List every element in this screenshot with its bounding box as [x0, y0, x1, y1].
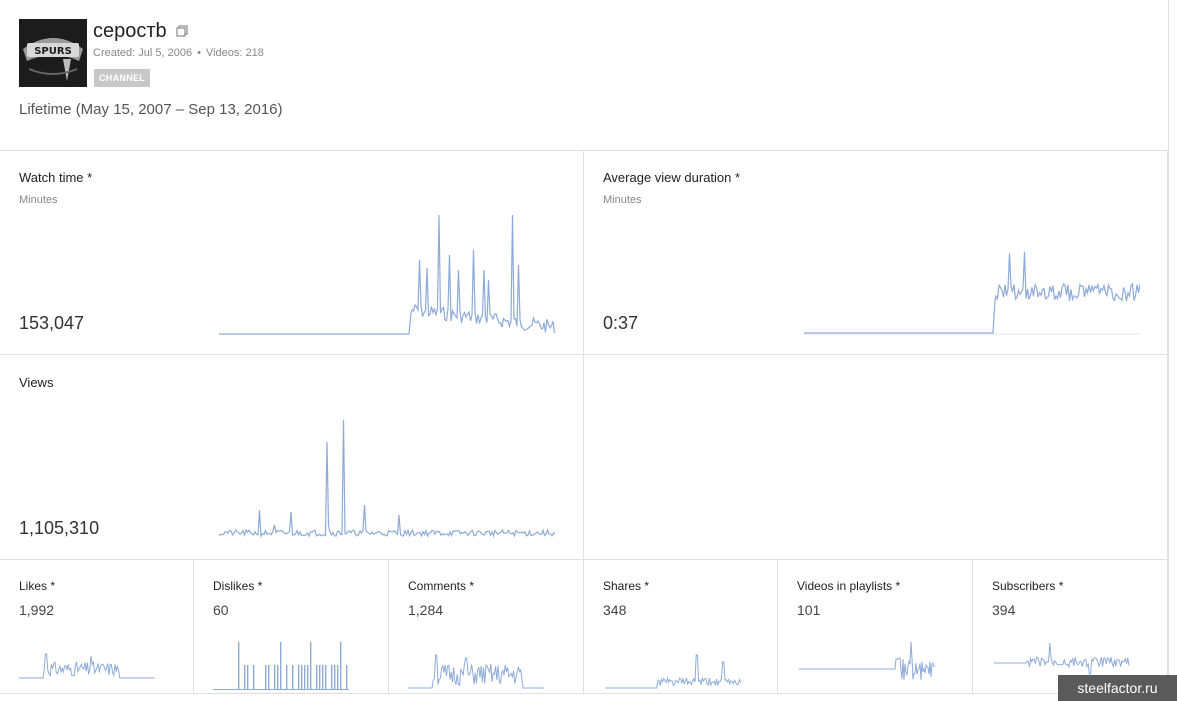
likes-line — [19, 653, 155, 679]
likes-title: Likes * — [19, 579, 56, 593]
subscribers-value: 394 — [992, 602, 1016, 618]
avg-view-duration-sparkline — [804, 252, 1140, 335]
empty-panel — [584, 355, 1168, 560]
logo-text: SPURS — [34, 46, 72, 57]
dislikes-bar — [247, 665, 249, 690]
likes-sparkline — [19, 653, 155, 679]
dislikes-bar — [286, 665, 288, 690]
shares-card[interactable]: Shares * 348 — [584, 560, 778, 694]
shares-sparkline — [605, 654, 742, 689]
videos-in-playlists-value: 101 — [797, 602, 821, 618]
dislikes-bar — [265, 665, 267, 690]
avg-view-duration-title: Average view duration * — [603, 170, 741, 185]
spurs-logo-icon: SPURS — [19, 19, 87, 87]
dislikes-bar — [238, 642, 240, 690]
avg-view-duration-card[interactable]: Average view duration * Minutes 0:37 — [584, 150, 1168, 355]
views-card[interactable]: Views 1,105,310 — [0, 355, 584, 560]
views-value: 1,105,310 — [19, 518, 100, 538]
avg-view-duration-value: 0:37 — [603, 313, 639, 333]
subscribers-title: Subscribers * — [992, 579, 1064, 593]
watch-time-card[interactable]: Watch time * Minutes 153,047 — [0, 150, 584, 355]
likes-card[interactable]: Likes * 1,992 — [0, 560, 194, 694]
videos-in-playlists-line — [799, 641, 936, 680]
dislikes-sparkline — [213, 642, 349, 690]
right-border — [1168, 0, 1169, 701]
channel-meta: Created: Jul 5, 2006 • Videos: 218 — [93, 47, 264, 59]
comments-value: 1,284 — [408, 602, 444, 618]
avg-view-duration-line — [804, 252, 1140, 334]
subscribers-line — [994, 642, 1130, 675]
subscribers-card[interactable]: Subscribers * 394 — [973, 560, 1168, 694]
dislikes-bar — [274, 665, 276, 690]
views-sparkline — [219, 419, 555, 538]
dislikes-bar — [337, 665, 339, 690]
likes-value: 1,992 — [19, 602, 55, 618]
dislikes-bar — [277, 665, 279, 690]
dislikes-bar — [292, 665, 294, 690]
videos-in-playlists-card[interactable]: Videos in playlists * 101 — [778, 560, 973, 694]
views-title: Views — [19, 375, 54, 390]
channel-badge: CHANNEL — [94, 69, 151, 87]
videos-in-playlists-sparkline — [799, 641, 936, 680]
videos-in-playlists-title: Videos in playlists * — [797, 579, 901, 593]
watch-time-sparkline — [219, 214, 555, 335]
watch-time-value: 153,047 — [19, 313, 85, 333]
dislikes-bar — [280, 642, 282, 690]
external-link-icon[interactable] — [176, 25, 188, 37]
meta-separator: • — [197, 47, 201, 59]
shares-title: Shares * — [603, 579, 650, 593]
watch-time-unit: Minutes — [19, 194, 58, 206]
channel-header: SPURS серостb Created: Jul 5, 2006 • Video… — [0, 0, 1168, 151]
watch-time-line — [219, 214, 555, 335]
avg-view-duration-unit: Minutes — [603, 194, 642, 206]
dislikes-bar — [346, 665, 348, 690]
dislikes-bar — [304, 665, 306, 690]
dislikes-value: 60 — [213, 602, 229, 618]
subscribers-sparkline — [994, 642, 1130, 675]
dislikes-bar — [319, 665, 321, 690]
dislikes-bar — [322, 665, 324, 690]
comments-line — [408, 654, 544, 689]
comments-sparkline — [408, 654, 544, 689]
dislikes-bar — [213, 689, 349, 690]
dislikes-bar — [253, 665, 255, 690]
dislikes-bar — [325, 665, 327, 690]
dislikes-bar — [331, 665, 333, 690]
watch-time-title: Watch time * — [19, 170, 93, 185]
views-line — [219, 419, 555, 538]
date-range[interactable]: Lifetime (May 15, 2007 – Sep 13, 2016) — [19, 101, 283, 118]
dislikes-bar — [298, 665, 300, 690]
dislikes-bar — [307, 665, 309, 690]
dislikes-card[interactable]: Dislikes * 60 — [194, 560, 389, 694]
shares-line — [605, 654, 742, 689]
dislikes-bar — [244, 665, 246, 690]
channel-avatar[interactable]: SPURS — [19, 19, 87, 87]
comments-title: Comments * — [408, 579, 475, 593]
video-count: Videos: 218 — [205, 47, 264, 59]
comments-card[interactable]: Comments * 1,284 — [389, 560, 584, 694]
dislikes-bar — [340, 642, 342, 690]
dislikes-title: Dislikes * — [213, 579, 263, 593]
created-date: Created: Jul 5, 2006 — [93, 47, 193, 59]
channel-name[interactable]: серостb — [93, 20, 167, 42]
dislikes-bar — [334, 665, 336, 690]
shares-value: 348 — [603, 602, 627, 618]
watermark: steelfactor.ru — [1058, 675, 1177, 701]
dislikes-bar — [268, 665, 270, 690]
dislikes-bar — [316, 665, 318, 690]
dislikes-bar — [310, 642, 312, 690]
dislikes-bar — [301, 665, 303, 690]
